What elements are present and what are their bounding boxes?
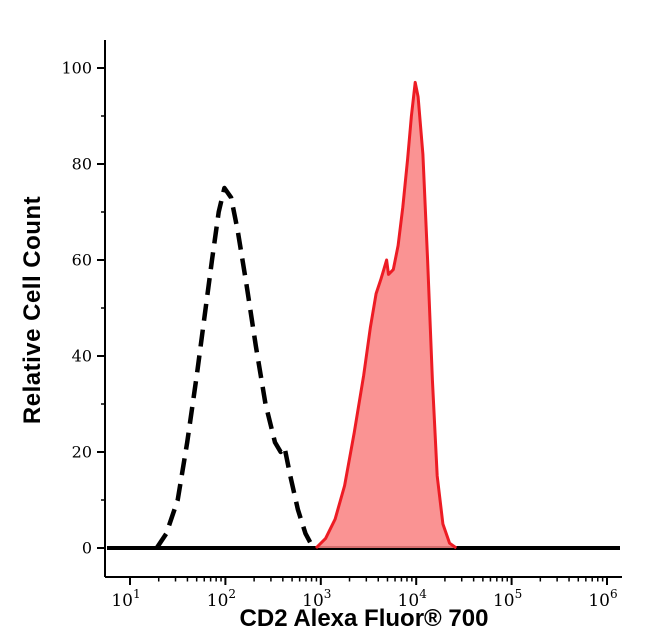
y-tick-label: 80 <box>72 155 92 174</box>
x-tick-label: 104 <box>398 587 428 611</box>
y-axis-title: Relative Cell Count <box>19 195 46 425</box>
y-tick-label: 0 <box>82 539 92 558</box>
x-tick-label: 102 <box>207 587 236 611</box>
y-tick-label: 60 <box>72 251 92 270</box>
y-tick-label: 40 <box>72 347 92 366</box>
control-curve <box>154 185 316 550</box>
x-tick-label: 106 <box>588 587 617 611</box>
stained-area-fill <box>316 82 457 549</box>
y-tick-label: 100 <box>61 59 92 78</box>
stained-curve <box>314 80 458 550</box>
x-tick-label: 103 <box>302 587 331 611</box>
y-tick-label: 20 <box>72 443 92 462</box>
x-tick-label: 105 <box>493 587 522 611</box>
x-tick-label: 101 <box>111 587 140 611</box>
x-axis-title: CD2 Alexa Fluor® 700 <box>239 605 489 632</box>
